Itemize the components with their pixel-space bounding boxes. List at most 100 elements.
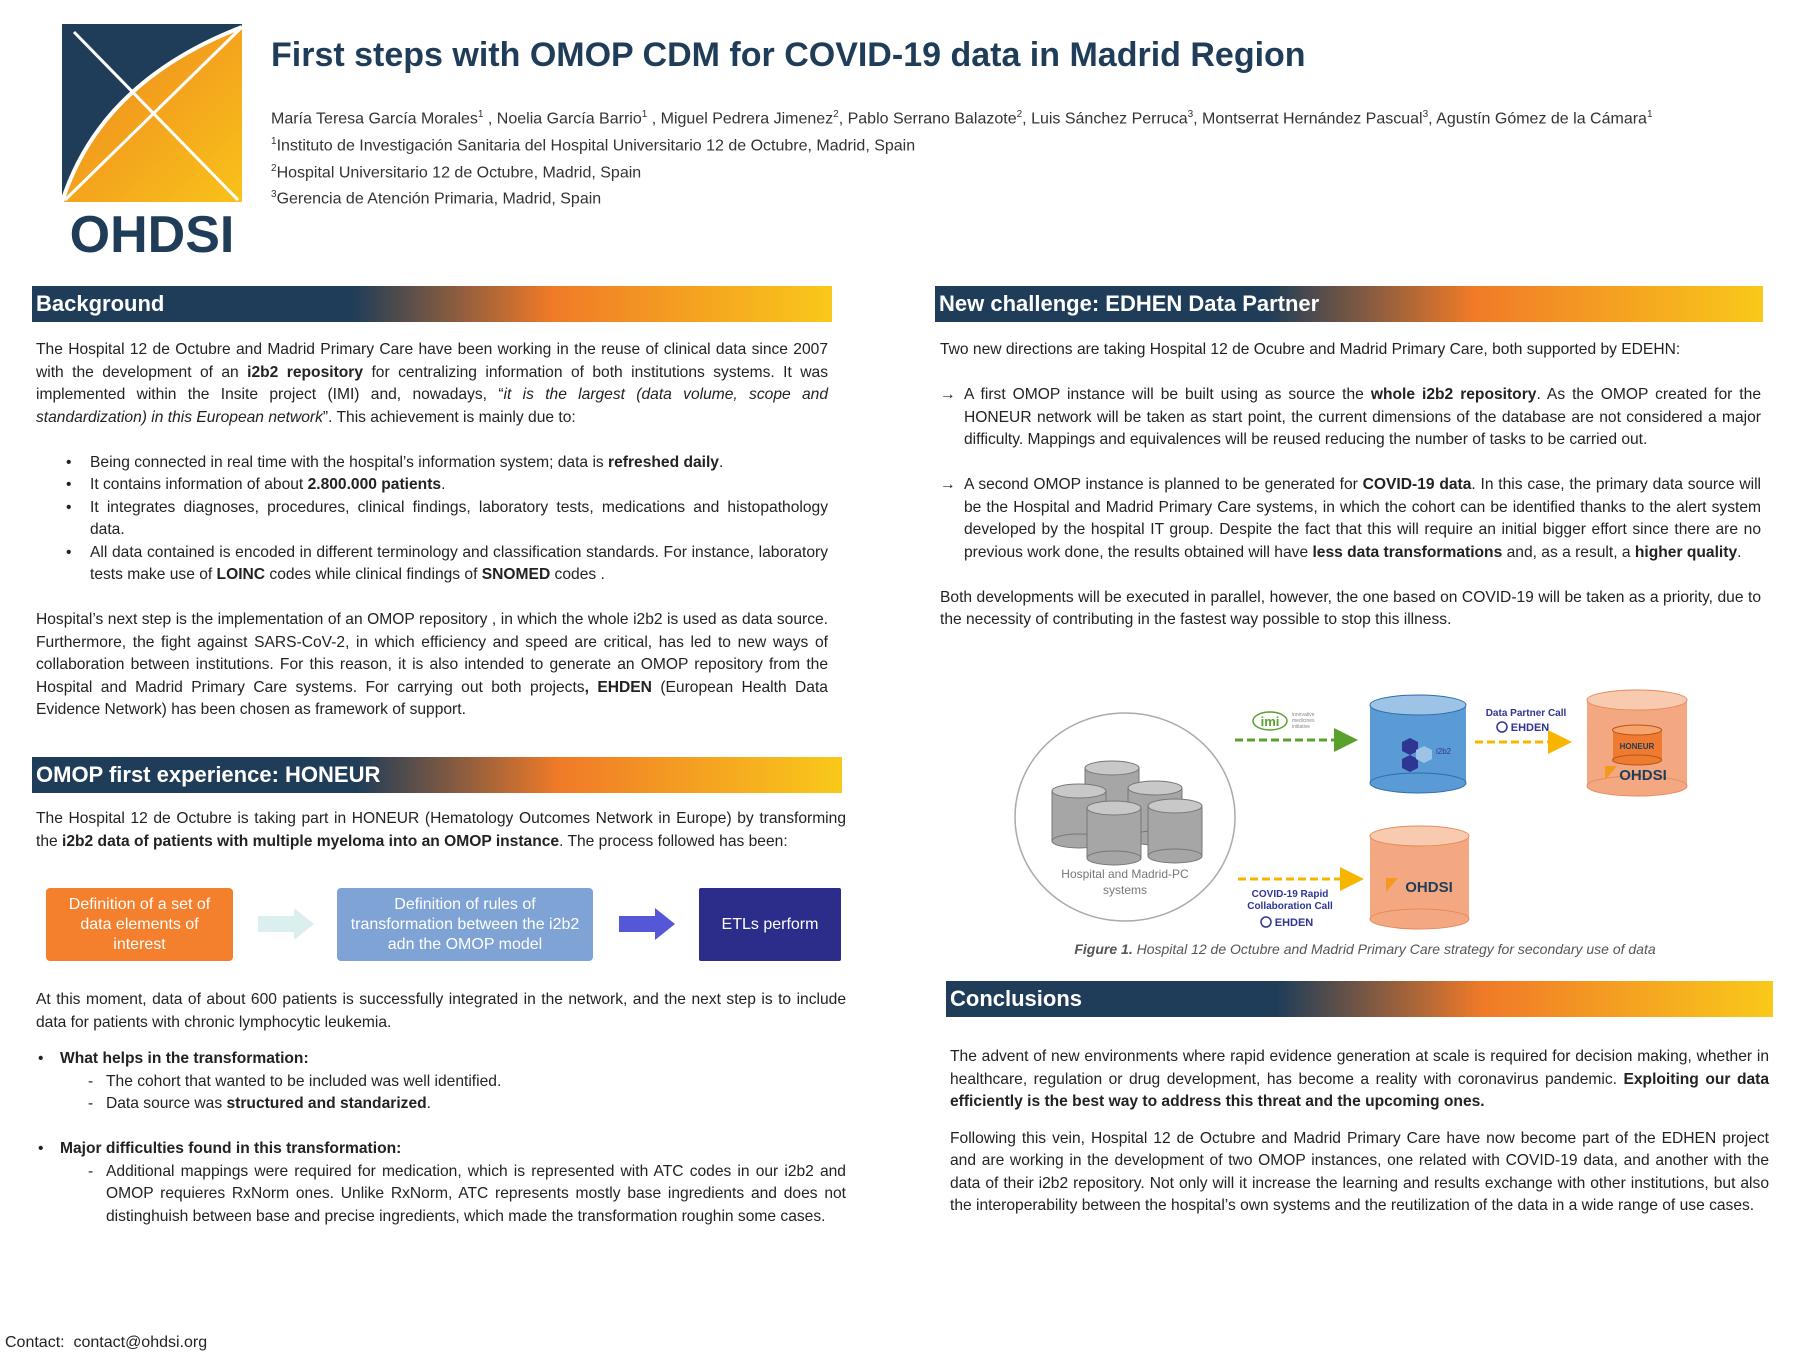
- text-run: , Montserrat Hernández Pascual: [1193, 110, 1423, 128]
- ehden-logo-icon: [1496, 721, 1508, 733]
- text-run: 1: [271, 135, 277, 147]
- text-run: ”. This achievement is mainly due to:: [322, 408, 576, 426]
- svg-text:i2b2: i2b2: [1436, 747, 1452, 756]
- text-run: Hospital’s next step is the implementati…: [36, 611, 828, 696]
- bold-text: less data transformations: [1312, 543, 1503, 561]
- difficulties-title: Major difficulties found in this transfo…: [36, 1138, 846, 1161]
- bold-text: higher quality: [1634, 543, 1738, 561]
- arrow-item: A second OMOP instance is planned to be …: [940, 474, 1761, 564]
- conclusions-paragraph: Following this vein, Hospital 12 de Octu…: [950, 1128, 1769, 1218]
- sub-item: Data source was structured and standariz…: [36, 1093, 846, 1116]
- challenge-items: A first OMOP instance will be built usin…: [940, 384, 1761, 564]
- text-run: Additional mappings were required for me…: [106, 1162, 846, 1225]
- text-run: It contains information of about: [90, 476, 308, 493]
- text-run: , Agustín Gómez de la Cámara: [1428, 110, 1647, 128]
- bold-text: What helps in the transformation:: [60, 1050, 309, 1067]
- helps-title: What helps in the transformation:: [36, 1048, 846, 1071]
- bold-text: i2b2 data of patients with multiple myel…: [62, 832, 560, 850]
- svg-text:OHDSI: OHDSI: [70, 206, 235, 258]
- honeur-paragraph: At this moment, data of about 600 patien…: [36, 989, 846, 1034]
- background-paragraph: Hospital’s next step is the implementati…: [36, 609, 828, 722]
- text-run: 3: [1187, 109, 1194, 120]
- svg-text:medicines: medicines: [1292, 718, 1315, 724]
- text-run: and, as a result, a: [1502, 543, 1635, 561]
- honeur-details: At this moment, data of about 600 patien…: [36, 989, 846, 1251]
- text-run: 3: [1422, 109, 1429, 120]
- text-run: 1: [1646, 109, 1653, 120]
- text-run: , Miguel Pedrera Jimenez: [647, 110, 834, 128]
- affiliation-3: 3Gerencia de Atención Primaria, Madrid, …: [271, 184, 1653, 211]
- challenge-section: Two new directions are taking Hospital 1…: [940, 339, 1761, 654]
- background-paragraph: The Hospital 12 de Octubre and Madrid Pr…: [36, 339, 828, 429]
- bold-text: i2b2 repository: [247, 363, 364, 381]
- difficulties-list: Major difficulties found in this transfo…: [36, 1138, 846, 1228]
- text-run: , Luis Sánchez Perruca: [1022, 110, 1188, 128]
- text-run: .: [426, 1095, 431, 1112]
- bold-text: whole i2b2 repository: [1370, 386, 1537, 403]
- text-run: Following this vein, Hospital 12 de Octu…: [950, 1129, 1769, 1215]
- bold-text: , EHDEN: [584, 678, 652, 696]
- poster-title: First steps with OMOP CDM for COVID-19 d…: [271, 36, 1306, 74]
- text-run: A second OMOP instance is planned to be …: [964, 476, 1363, 493]
- text-run: , Pablo Serrano Balazote: [838, 110, 1017, 128]
- conclusions-paragraph: The advent of new environments where rap…: [950, 1046, 1769, 1114]
- text-run: 2: [1016, 109, 1023, 120]
- text-run: Data source was: [106, 1095, 227, 1112]
- omop-honeur-database-icon: HONEUR OHDSI: [1586, 689, 1688, 797]
- challenge-paragraph: Two new directions are taking Hospital 1…: [940, 339, 1761, 362]
- text-run: Hospital 12 de Octubre and Madrid Primar…: [1132, 941, 1656, 957]
- arrow-right-icon: [258, 908, 314, 940]
- affiliation-2: 2Hospital Universitario 12 de Octubre, M…: [271, 158, 1653, 185]
- text-run: . The process followed has been:: [559, 832, 788, 850]
- text-run: The Hospital 12 de Octubre and Madrid Pr…: [36, 341, 828, 381]
- text-run: The Hospital 12 de Octubre is taking par…: [36, 810, 846, 850]
- background-section: The Hospital 12 de Octubre and Madrid Pr…: [36, 339, 828, 744]
- database-cylinders-icon: [1051, 760, 1203, 866]
- svg-text:EHDEN: EHDEN: [1511, 722, 1550, 734]
- arrow-item: A first OMOP instance will be built usin…: [940, 384, 1761, 452]
- text-run: , Noelia García Barrio: [483, 110, 642, 128]
- svg-text:OHDSI: OHDSI: [1405, 879, 1453, 896]
- svg-text:initiative: initiative: [1292, 724, 1310, 730]
- bold-text: SNOMED: [481, 566, 551, 583]
- conclusions-heading: Conclusions: [946, 981, 1773, 1017]
- challenge-heading: New challenge: EDHEN Data Partner: [935, 286, 1763, 322]
- authors-block: María Teresa García Morales1 , Noelia Ga…: [271, 104, 1653, 211]
- bold-text: refreshed daily: [608, 453, 719, 471]
- text-run: .: [719, 453, 724, 471]
- covid-call-label: COVID-19 Rapid: [1252, 889, 1329, 900]
- svg-text:OHDSI: OHDSI: [1619, 767, 1667, 784]
- text-run: codes while clinical findings of: [265, 566, 482, 583]
- systems-label: systems: [1103, 883, 1147, 897]
- text-run: The cohort that wanted to be included wa…: [106, 1072, 502, 1090]
- bullet-item: It contains information of about 2.800.0…: [36, 474, 828, 497]
- bold-text: Figure 1.: [1074, 941, 1133, 957]
- text-run: codes .: [550, 566, 605, 583]
- italic-text: it is the largest (data volume, scope an…: [36, 386, 828, 426]
- bold-text: Major difficulties found in this transfo…: [60, 1140, 402, 1157]
- text-run: 1: [641, 109, 648, 120]
- text-run: All data contained is encoded in differe…: [90, 543, 828, 584]
- text-run: Being connected in real time with the ho…: [90, 453, 609, 471]
- background-heading: Background: [32, 286, 832, 322]
- text-run: for centralizing information of both ins…: [36, 363, 828, 404]
- imi-logo: [1252, 711, 1288, 731]
- text-run: .: [1737, 543, 1742, 561]
- text-run: 1: [477, 109, 484, 120]
- bullet-item: All data contained is encoded in differe…: [36, 542, 828, 587]
- author-names: María Teresa García Morales1 , Noelia Ga…: [271, 104, 1653, 131]
- text-run: Hospital Universitario 12 de Octubre, Ma…: [276, 163, 642, 181]
- bullet-item: It integrates diagnoses, procedures, cli…: [36, 497, 828, 542]
- text-run: . In this case, the primary data source …: [964, 476, 1761, 561]
- text-run: (European Health Data Evidence Network) …: [36, 678, 828, 719]
- text-run: Two new directions are taking Hospital 1…: [940, 341, 1681, 358]
- bold-text: structured and standarized: [226, 1095, 427, 1112]
- text-run: 2: [271, 162, 277, 174]
- contact-info: Contact: contact@ohdsi.org: [5, 1334, 208, 1351]
- text-run: At this moment, data of about 600 patien…: [36, 991, 846, 1031]
- svg-text:innovative: innovative: [1292, 712, 1315, 718]
- text-run: The advent of new environments where rap…: [950, 1048, 1769, 1088]
- bold-text: COVID-19 data: [1362, 476, 1472, 493]
- systems-label: Hospital and Madrid-PC: [1061, 867, 1189, 881]
- arrow-right-icon: [619, 908, 675, 940]
